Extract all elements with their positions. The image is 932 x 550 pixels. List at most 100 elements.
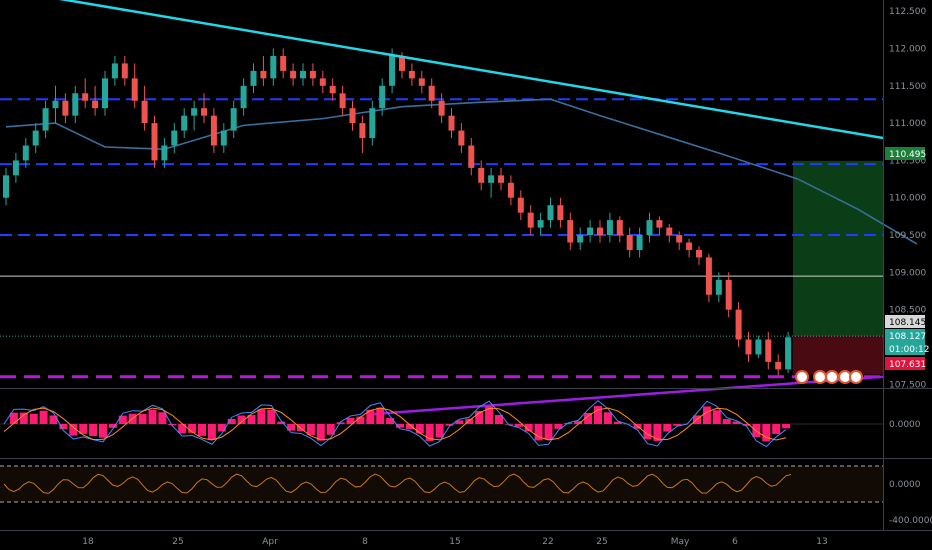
oscillator-bar [257,409,266,424]
oscillator-bar [603,412,612,424]
cci-pane [0,465,883,503]
candle-body [72,93,79,116]
oscillator-bar [594,406,602,424]
price-tag-label: 107.631 [889,360,926,370]
price-tag-label: 01:00:12 [889,345,929,355]
price-tick-label: 112.500 [889,7,926,17]
candle-body [3,175,9,198]
candle-body [240,85,247,109]
candle-body [52,100,59,109]
candle-body [686,242,693,250]
oscillator-bar [9,412,18,424]
candle-body [12,160,19,176]
trendlines [58,0,884,416]
oscillator-bar [514,424,523,427]
oscillator-bar [346,417,355,424]
candle-body [260,70,267,79]
oscillator-bar [485,406,494,424]
price-tag-label: 110.495 [889,150,926,160]
price-tag [885,147,925,160]
oscillator-bar [455,420,464,424]
candle-body [587,227,594,236]
candle-body [349,108,356,124]
oscillator-bar [356,416,365,424]
oscillator-bar [237,415,246,424]
oscillator-bar [712,410,721,424]
oscillator-bar [732,421,741,424]
oscillator-bar [188,424,197,433]
oscillator-bar [198,424,206,436]
candle-body [270,55,277,79]
oscillator-bar [79,424,88,434]
oscillator-bar [405,424,414,430]
oscillator-bar [722,419,731,424]
candle-body [42,108,49,131]
position-tool [793,160,883,375]
price-tick-label: 109.500 [889,231,926,241]
oscillator-bar [564,423,573,424]
candle-body [636,235,643,250]
time-tick-label: 6 [732,537,738,547]
oscillator-bar [762,424,771,442]
cci-axis-label: -400.0000 [889,516,932,526]
oscillator-bar [366,409,375,424]
oscillator-signal-line [3,399,787,448]
candle-body [765,339,772,362]
time-tick-label: May [671,537,690,547]
candle-body [210,115,217,146]
candle-body [250,70,257,86]
price-tick-label: 112.000 [889,45,926,55]
candle-body [696,249,702,258]
oscillator-bar [534,424,543,441]
price-tick-label: 111.500 [889,82,926,92]
horizontal-lines [0,98,883,379]
candle-body [735,309,742,340]
price-tick-label: 110.000 [889,194,926,204]
candle-body [478,167,485,183]
candle-body [745,339,752,355]
candle-body [725,279,732,310]
oscillator-bar [702,406,711,424]
oscillator-bar [59,424,68,430]
candle-body [131,78,138,101]
event-marker [849,370,863,384]
candle-body [92,100,99,109]
candle-body [468,145,475,168]
price-tick-label: 110.500 [889,156,926,166]
oscillator-bar [39,410,48,424]
cci-axis-label: 0.0000 [889,480,921,490]
oscillator-bar [772,424,781,434]
time-tick-label: 22 [542,537,553,547]
oscillator-bar [643,424,652,440]
candle-body [458,130,465,146]
oscillator-bar [326,424,335,435]
time-tick-label: 15 [449,537,460,547]
oscillator-bar [445,424,454,426]
oscillator-bar [99,424,107,438]
time-tick-label: 18 [82,537,94,547]
candle-body [448,115,455,131]
price-tag [885,357,925,370]
candle-body [369,108,376,139]
oscillator-bar [29,413,38,424]
price-tag [885,329,925,342]
oscillator-bar [415,424,424,434]
cci-line [3,473,792,494]
candle-body [626,235,633,250]
position-loss-zone [793,336,883,375]
oscillator-bar [148,409,157,424]
oscillator-main-line [3,407,787,441]
candle-body [408,70,415,79]
candle-body [785,337,792,370]
oscillator-bar [247,415,256,424]
oscillator-bar [653,424,662,441]
event-marker [813,370,827,384]
candle-body [527,212,534,228]
candle-body [517,197,524,213]
oscillator-bar [217,424,226,432]
oscillator-bar [584,412,593,424]
oscillator-bar [306,424,315,436]
oscillator-bar [178,424,187,434]
candle-body [547,205,554,221]
